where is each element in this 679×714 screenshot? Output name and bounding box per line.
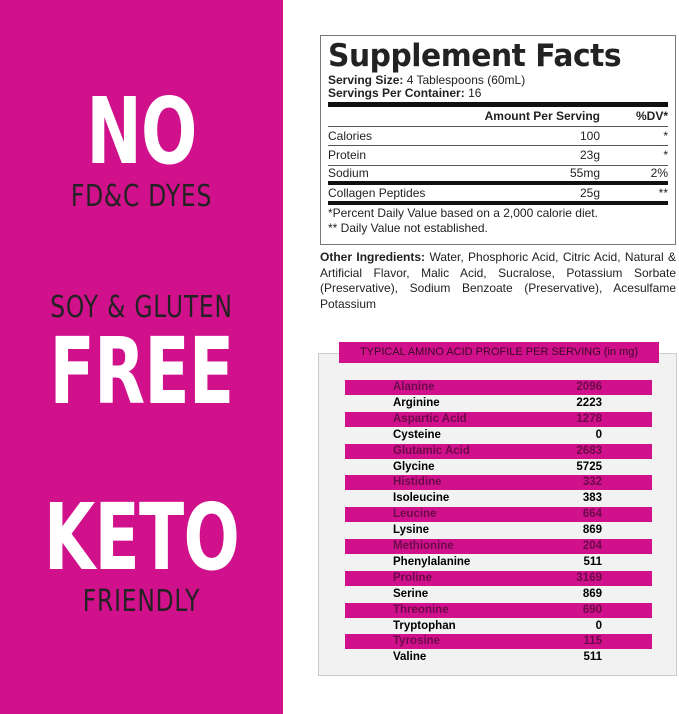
amino-value: 383 — [582, 492, 602, 505]
footnote-2: ** Daily Value not established. — [328, 220, 488, 235]
amino-name: Histidine — [393, 476, 442, 489]
amino-row: Histidine 332 — [345, 475, 652, 491]
amino-value: 2096 — [576, 381, 602, 393]
amino-value: 5725 — [576, 460, 602, 473]
amino-name: Cysteine — [393, 428, 441, 441]
amino-name: Threonine — [393, 603, 449, 616]
nutrient-name: Collagen Peptides — [328, 185, 426, 200]
amino-value: 869 — [582, 587, 602, 600]
dv-header: %DV* — [635, 109, 668, 124]
amino-name: Serine — [393, 587, 429, 600]
amino-name: Glycine — [393, 460, 435, 473]
amino-name: Leucine — [393, 508, 437, 521]
amino-row: Glutamic Acid 2683 — [345, 443, 652, 459]
amino-value: 204 — [582, 540, 602, 552]
amino-row: Isoleucine 383 — [345, 491, 652, 506]
amino-row: Glycine 5725 — [345, 460, 652, 475]
servings-label: Servings Per Container: — [328, 86, 465, 100]
supplement-facts: Supplement Facts Serving Size: 4 Tablesp… — [320, 35, 676, 245]
amino-name: Tyrosine — [393, 635, 441, 648]
amino-value: 2223 — [576, 396, 602, 409]
amino-name: Valine — [393, 651, 427, 664]
amino-name: Glutamic Acid — [393, 444, 470, 457]
nutrient-amount: 55mg — [569, 166, 600, 181]
amino-row: Methionine 204 — [345, 539, 652, 554]
nutrient-dv: * — [663, 128, 668, 143]
nutrient-name: Protein — [328, 148, 367, 163]
claim-fdc-dyes: FD&C DYES — [70, 179, 213, 214]
nutrient-name: Calories — [328, 128, 373, 143]
amino-name: Isoleucine — [393, 492, 450, 505]
facts-row: Collagen Peptides 25g ** — [328, 185, 668, 205]
amino-value: 664 — [582, 508, 602, 521]
amino-value: 0 — [595, 428, 602, 441]
amino-title: TYPICAL AMINO ACID PROFILE PER SERVING (… — [339, 342, 659, 363]
nutrient-name: Sodium — [328, 166, 369, 181]
other-ingredients-label: Other Ingredients: — [320, 250, 426, 264]
claims-panel: NO FD&C DYES SOY & GLUTEN FREE KETO FRIE… — [0, 0, 283, 714]
claim-soy-gluten: SOY & GLUTEN — [50, 290, 233, 325]
nutrient-dv: * — [663, 148, 668, 163]
amino-row: Tryptophan 0 — [345, 619, 652, 634]
facts-row: Protein 23g * — [328, 146, 668, 166]
amino-value: 690 — [582, 603, 602, 616]
amino-row: Leucine 664 — [345, 507, 652, 523]
claim-keto: KETO — [43, 484, 240, 591]
nutrient-amount: 23g — [579, 148, 600, 163]
amino-row: Valine 511 — [345, 650, 652, 665]
amino-row: Serine 869 — [345, 587, 652, 602]
amino-value: 2683 — [576, 444, 602, 457]
amino-row: Lysine 869 — [345, 523, 652, 538]
facts-header: Amount Per Serving %DV* — [328, 107, 668, 127]
amino-value: 115 — [583, 635, 602, 648]
amino-name: Lysine — [393, 524, 430, 537]
amino-value: 0 — [595, 619, 602, 632]
serving-size-label: Serving Size: — [328, 73, 404, 87]
amino-row: Tyrosine 115 — [345, 634, 652, 650]
amino-value: 511 — [583, 555, 602, 568]
amino-row: Phenylalanine 511 — [345, 555, 652, 570]
footnote-1: *Percent Daily Value based on a 2,000 ca… — [328, 205, 598, 220]
amino-value: 1278 — [576, 412, 602, 425]
amount-header: Amount Per Serving — [484, 109, 600, 124]
nutrient-dv: 2% — [650, 166, 668, 181]
facts-title: Supplement Facts — [328, 38, 622, 74]
serving-size: 4 Tablespoons (60mL) — [406, 73, 526, 87]
amino-name: Arginine — [393, 396, 440, 409]
claim-free: FREE — [49, 318, 235, 425]
amino-value: 3169 — [576, 571, 602, 584]
amino-row: Threonine 690 — [345, 602, 652, 618]
amino-row: Proline 3169 — [345, 570, 652, 586]
nutrient-amount: 25g — [579, 185, 600, 200]
claim-friendly: FRIENDLY — [82, 584, 201, 619]
facts-row: Calories 100 * — [328, 127, 668, 146]
amino-row: Alanine 2096 — [345, 380, 652, 395]
claim-no: NO — [86, 78, 197, 185]
facts-row: Sodium 55mg 2% — [328, 166, 668, 185]
amino-name: Aspartic Acid — [393, 412, 467, 425]
amino-value: 332 — [582, 476, 602, 489]
other-ingredients-text: Water, Phosphoric Acid, Citric Acid, Nat… — [320, 250, 676, 311]
amino-row: Arginine 2223 — [345, 396, 652, 411]
servings: 16 — [468, 86, 482, 100]
amino-name: Methionine — [393, 540, 454, 552]
amino-name: Proline — [393, 571, 432, 584]
amino-row: Cysteine 0 — [345, 428, 652, 443]
amino-value: 511 — [583, 651, 602, 664]
amino-name: Alanine — [393, 381, 435, 393]
nutrient-amount: 100 — [579, 128, 600, 143]
amino-name: Tryptophan — [393, 619, 456, 632]
other-ingredients: Other Ingredients: Water, Phosphoric Aci… — [320, 250, 676, 312]
nutrient-dv: ** — [658, 185, 668, 200]
amino-value: 869 — [582, 524, 602, 537]
amino-name: Phenylalanine — [393, 555, 471, 568]
amino-row: Aspartic Acid 1278 — [345, 411, 652, 427]
